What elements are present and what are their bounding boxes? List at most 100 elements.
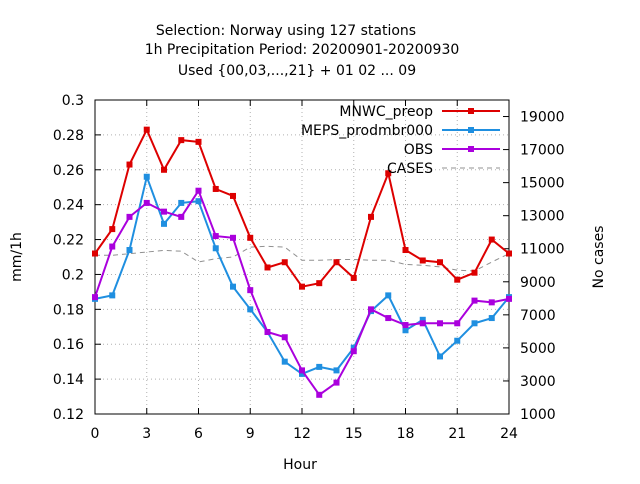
legend-marker-obs: [468, 146, 474, 152]
legend-label-obs: OBS: [404, 142, 433, 158]
y2-tick-label: 11000: [520, 242, 565, 258]
data-point-meps-prodmbr000: [230, 283, 236, 290]
data-point-mnwc-preop: [471, 269, 478, 276]
series-layer: [92, 126, 512, 398]
legend-marker-meps-prodmbr000: [468, 127, 474, 133]
y-tick-label: 0.18: [53, 302, 84, 318]
data-point-obs: [126, 213, 133, 220]
data-point-obs: [368, 306, 374, 313]
data-point-obs: [385, 315, 392, 322]
y2-axis-label: No cases: [591, 226, 607, 289]
chart-title-block: Selection: Norway using 127 stations 1h …: [145, 23, 460, 79]
x-tick-label: 21: [448, 426, 466, 442]
y2-tick-label: 5000: [520, 341, 556, 357]
y-tick-label: 0.22: [53, 233, 84, 249]
y-tick-label: 0.3: [62, 93, 84, 109]
data-point-mnwc-preop: [212, 185, 219, 192]
data-point-mnwc-preop: [350, 274, 357, 281]
data-point-mnwc-preop: [333, 259, 340, 266]
x-tick-label: 9: [246, 426, 255, 442]
data-point-mnwc-preop: [368, 213, 374, 220]
legend-marker-mnwc-preop: [468, 108, 474, 114]
x-tick-label: 0: [91, 426, 100, 442]
y2-tick-label: 15000: [520, 176, 565, 192]
data-point-meps-prodmbr000: [333, 367, 340, 374]
axis-ticks: 0 3 6 9 12 15 18 21 24 0.12 0.14 0.16 0.18 0.2 0.22 0.2…: [53, 93, 565, 442]
data-point-mnwc-preop: [506, 250, 512, 257]
y-tick-label: 0.2: [62, 267, 84, 283]
data-point-obs: [454, 320, 461, 327]
data-point-meps-prodmbr000: [437, 353, 443, 360]
data-point-mnwc-preop: [385, 170, 392, 177]
data-point-meps-prodmbr000: [488, 315, 495, 322]
y-tick-label: 0.14: [53, 372, 84, 388]
data-point-obs: [143, 199, 150, 206]
data-point-mnwc-preop: [419, 257, 426, 264]
data-point-mnwc-preop: [454, 276, 461, 283]
data-point-mnwc-preop: [178, 137, 185, 144]
x-tick-label: 24: [500, 426, 518, 442]
x-tick-label: 18: [397, 426, 415, 442]
data-point-mnwc-preop: [402, 247, 409, 254]
data-point-mnwc-preop: [126, 161, 133, 168]
data-point-obs: [92, 294, 98, 301]
y-tick-label: 0.24: [53, 198, 84, 214]
series-line-cases: [95, 245, 510, 272]
x-axis-label: Hour: [283, 457, 317, 473]
y-tick-label: 0.26: [53, 163, 84, 179]
x-tick-label: 12: [293, 426, 311, 442]
data-point-obs: [195, 187, 202, 194]
y-tick-label: 0.16: [53, 337, 84, 353]
data-point-mnwc-preop: [230, 192, 236, 199]
data-point-obs: [230, 234, 236, 241]
data-point-obs: [471, 297, 478, 304]
data-point-mnwc-preop: [109, 226, 116, 233]
data-point-obs: [212, 233, 219, 240]
legend-label-cases: CASES: [387, 161, 433, 177]
data-point-meps-prodmbr000: [385, 292, 392, 299]
chart-title-line-2: 1h Precipitation Period: 20200901-202009…: [145, 42, 460, 58]
data-point-mnwc-preop: [247, 234, 254, 241]
data-point-obs: [333, 379, 340, 386]
x-tick-label: 6: [194, 426, 203, 442]
data-point-mnwc-preop: [195, 138, 202, 145]
data-point-meps-prodmbr000: [299, 370, 305, 377]
data-point-meps-prodmbr000: [195, 198, 202, 205]
data-point-obs: [178, 213, 185, 220]
y2-tick-label: 1000: [520, 407, 556, 423]
y-axis-label: mm/1h: [9, 232, 25, 282]
data-point-mnwc-preop: [299, 283, 305, 290]
chart-title-line-3: Used {00,03,...,21} + 01 02 ... 09: [178, 63, 416, 79]
data-point-mnwc-preop: [264, 264, 271, 271]
y2-tick-label: 17000: [520, 143, 565, 159]
x-tick-label: 15: [345, 426, 363, 442]
data-point-obs: [488, 299, 495, 306]
data-point-obs: [350, 348, 357, 355]
data-point-obs: [506, 295, 512, 302]
data-point-obs: [437, 320, 443, 327]
data-point-meps-prodmbr000: [109, 292, 116, 299]
y2-tick-label: 13000: [520, 209, 565, 225]
data-point-meps-prodmbr000: [212, 245, 219, 252]
data-point-mnwc-preop: [161, 166, 167, 173]
y-tick-label: 0.12: [53, 407, 84, 423]
data-point-meps-prodmbr000: [471, 320, 478, 327]
data-point-meps-prodmbr000: [350, 344, 357, 351]
y2-tick-label: 7000: [520, 308, 556, 324]
data-point-obs: [161, 208, 167, 215]
data-point-obs: [402, 322, 409, 329]
y2-tick-label: 19000: [520, 110, 565, 126]
data-point-meps-prodmbr000: [402, 327, 409, 334]
data-point-obs: [247, 287, 254, 294]
data-point-meps-prodmbr000: [316, 363, 323, 370]
legend-label-meps-prodmbr000: MEPS_prodmbr000: [301, 123, 433, 139]
y-tick-label: 0.28: [53, 128, 84, 144]
data-point-meps-prodmbr000: [161, 220, 167, 227]
data-point-mnwc-preop: [437, 259, 443, 266]
y2-tick-label: 3000: [520, 374, 556, 390]
grid: [95, 100, 509, 414]
data-point-obs: [419, 320, 426, 327]
data-point-mnwc-preop: [281, 259, 288, 266]
data-point-meps-prodmbr000: [281, 358, 288, 365]
